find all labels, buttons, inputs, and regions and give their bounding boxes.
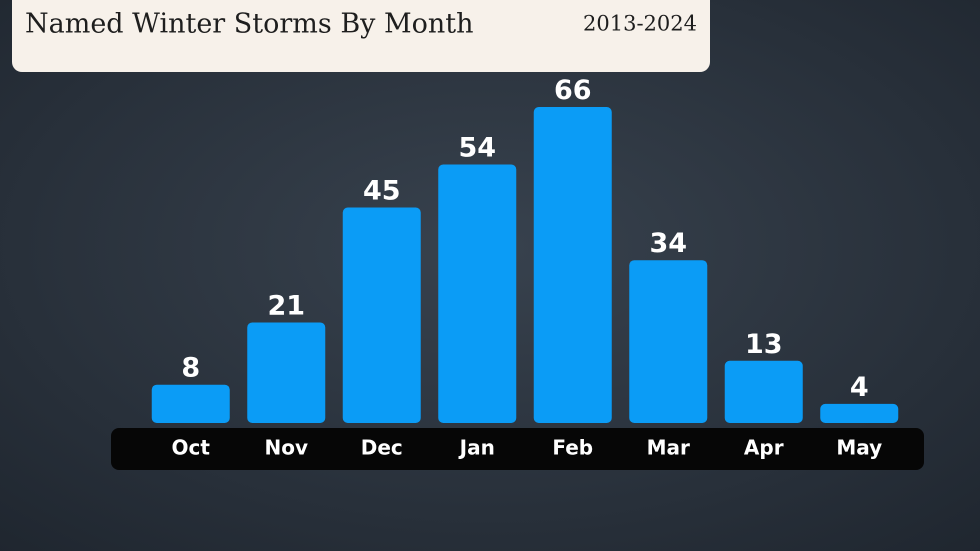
category-band bbox=[111, 428, 924, 470]
bar bbox=[724, 360, 803, 423]
bar bbox=[533, 107, 612, 423]
chart-subtitle: 2013-2024 bbox=[583, 12, 697, 36]
value-label: 66 bbox=[554, 75, 592, 106]
value-label: 54 bbox=[458, 132, 496, 163]
value-label: 21 bbox=[267, 290, 305, 321]
value-label: 45 bbox=[363, 176, 401, 207]
x-tick-label: Apr bbox=[744, 436, 784, 460]
bar bbox=[438, 164, 517, 424]
bar bbox=[342, 207, 421, 423]
x-tick-label: Jan bbox=[458, 436, 495, 460]
value-label: 4 bbox=[850, 372, 869, 403]
value-label: 13 bbox=[745, 329, 783, 360]
bar bbox=[151, 384, 230, 423]
bar bbox=[820, 403, 899, 423]
bar bbox=[629, 260, 708, 423]
value-label: 8 bbox=[181, 353, 200, 384]
chart-title: Named Winter Storms By Month bbox=[25, 9, 474, 40]
x-tick-label: Feb bbox=[552, 436, 593, 460]
x-tick-label: Mar bbox=[647, 436, 690, 460]
title-box bbox=[12, 0, 710, 72]
x-tick-label: Dec bbox=[361, 436, 403, 460]
bar bbox=[247, 322, 326, 423]
x-tick-label: May bbox=[836, 436, 882, 460]
x-tick-label: Oct bbox=[172, 436, 211, 460]
x-tick-label: Nov bbox=[264, 436, 308, 460]
value-label: 34 bbox=[649, 228, 687, 259]
